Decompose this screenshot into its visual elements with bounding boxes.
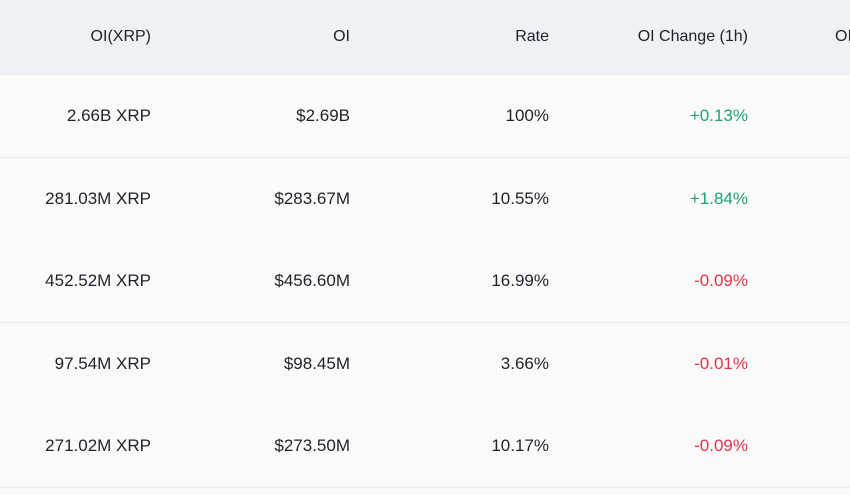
- oi-usd-cell: $273.50M: [274, 436, 350, 455]
- oi-usd-cell: $456.60M: [274, 271, 350, 290]
- column-header-oi[interactable]: OI: [333, 28, 350, 45]
- oi-usd-cell: $98.45M: [283, 354, 350, 373]
- oi-xrp-cell: 281.03M XRP: [45, 189, 151, 208]
- oi-xrp-cell: 2.66B XRP: [66, 106, 151, 125]
- rate-cell: 10.55%: [491, 189, 549, 208]
- table-row[interactable]: 97.54M XRP $98.45M 3.66% -0.01%: [0, 323, 850, 406]
- oi-change-cell: +1.84%: [689, 189, 748, 208]
- oi-xrp-cell: 452.52M XRP: [45, 271, 151, 290]
- oi-usd-cell: $2.69B: [296, 106, 350, 125]
- oi-usd-cell: $283.67M: [274, 189, 350, 208]
- table-row[interactable]: 271.02M XRP $273.50M 10.17% -0.09%: [0, 405, 850, 488]
- table-row[interactable]: 2.66B XRP $2.69B 100% +0.13%: [0, 75, 850, 158]
- rate-cell: 16.99%: [491, 271, 549, 290]
- column-header-oi-change-1h[interactable]: OI Change (1h): [637, 28, 748, 45]
- column-header-oi-truncated[interactable]: OI: [748, 0, 850, 74]
- column-header-oi-xrp[interactable]: OI(XRP): [90, 28, 151, 45]
- oi-change-cell: -0.01%: [694, 354, 748, 373]
- rate-cell: 10.17%: [491, 436, 549, 455]
- table-header: OI(XRP) OI Rate OI Change (1h) OI: [0, 0, 850, 75]
- table-row[interactable]: 452.52M XRP $456.60M 16.99% -0.09%: [0, 240, 850, 323]
- oi-xrp-cell: 97.54M XRP: [54, 354, 151, 373]
- oi-xrp-cell: 271.02M XRP: [45, 436, 151, 455]
- table-row[interactable]: 281.03M XRP $283.67M 10.55% +1.84%: [0, 158, 850, 241]
- oi-change-cell: -0.09%: [694, 436, 748, 455]
- oi-change-cell: -0.09%: [694, 271, 748, 290]
- oi-change-cell: +0.13%: [689, 106, 748, 125]
- column-header-oi-truncated-label: OI: [835, 28, 850, 45]
- rate-cell: 3.66%: [500, 354, 549, 373]
- rate-cell: 100%: [505, 106, 549, 125]
- column-header-rate[interactable]: Rate: [515, 28, 549, 45]
